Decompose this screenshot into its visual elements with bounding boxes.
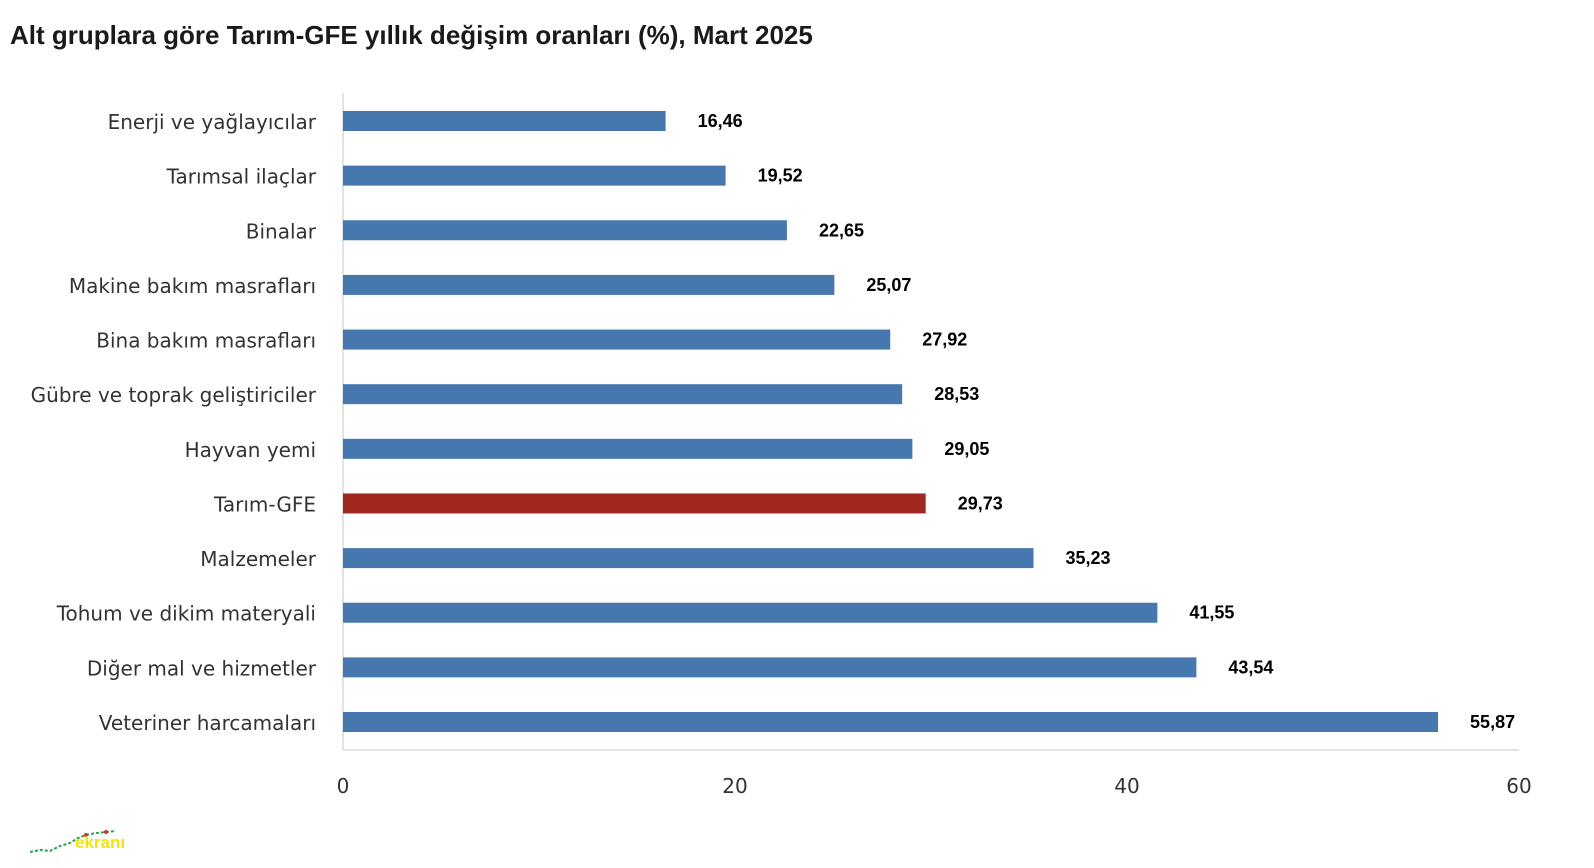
bar	[343, 165, 726, 186]
bar	[343, 384, 903, 405]
category-label: Tohum ve dikim materyali	[56, 602, 316, 626]
logo-sparkline-icon	[30, 830, 117, 853]
x-tick-label: 20	[722, 774, 747, 798]
category-label: Malzemeler	[200, 547, 317, 571]
bar	[343, 602, 1158, 623]
category-label: Gübre ve toprak geliştiriciler	[31, 383, 317, 407]
x-tick-label: 40	[1114, 774, 1139, 798]
category-label: Diğer mal ve hizmetler	[87, 656, 317, 680]
bar	[343, 329, 891, 350]
data-label: 27,92	[922, 330, 967, 350]
bar	[343, 548, 1034, 569]
bar	[343, 712, 1439, 732]
data-label: 19,52	[758, 166, 803, 186]
data-label: 55,87	[1470, 712, 1515, 732]
category-label: Bina bakım masrafları	[96, 329, 316, 353]
data-label: 16,46	[698, 111, 743, 131]
data-label: 41,55	[1189, 603, 1234, 623]
data-label: 29,73	[958, 493, 1003, 513]
category-label: Tarım-GFE	[213, 492, 316, 516]
bar	[343, 493, 926, 514]
logo-text: ekranı	[75, 833, 126, 852]
category-label: Makine bakım masrafları	[69, 274, 316, 298]
category-label: Veteriner harcamaları	[99, 711, 316, 735]
data-label: 35,23	[1066, 548, 1111, 568]
bar	[343, 111, 666, 131]
x-tick-label: 60	[1506, 774, 1531, 798]
data-label: 28,53	[934, 384, 979, 404]
bar	[343, 274, 835, 295]
data-label: 43,54	[1228, 657, 1273, 677]
bar	[343, 438, 913, 459]
category-label: Enerji ve yağlayıcılar	[108, 110, 317, 134]
category-label: Binalar	[246, 219, 317, 243]
data-label: 22,65	[819, 220, 864, 240]
data-label: 25,07	[866, 275, 911, 295]
chart-title: Alt gruplara göre Tarım-GFE yıllık değiş…	[10, 20, 813, 50]
category-label: Hayvan yemi	[185, 438, 316, 462]
category-label: Tarımsal ilaçlar	[166, 165, 317, 189]
data-label: 29,05	[944, 439, 989, 459]
bar	[343, 657, 1197, 678]
x-tick-label: 0	[337, 774, 350, 798]
bar	[343, 220, 787, 241]
